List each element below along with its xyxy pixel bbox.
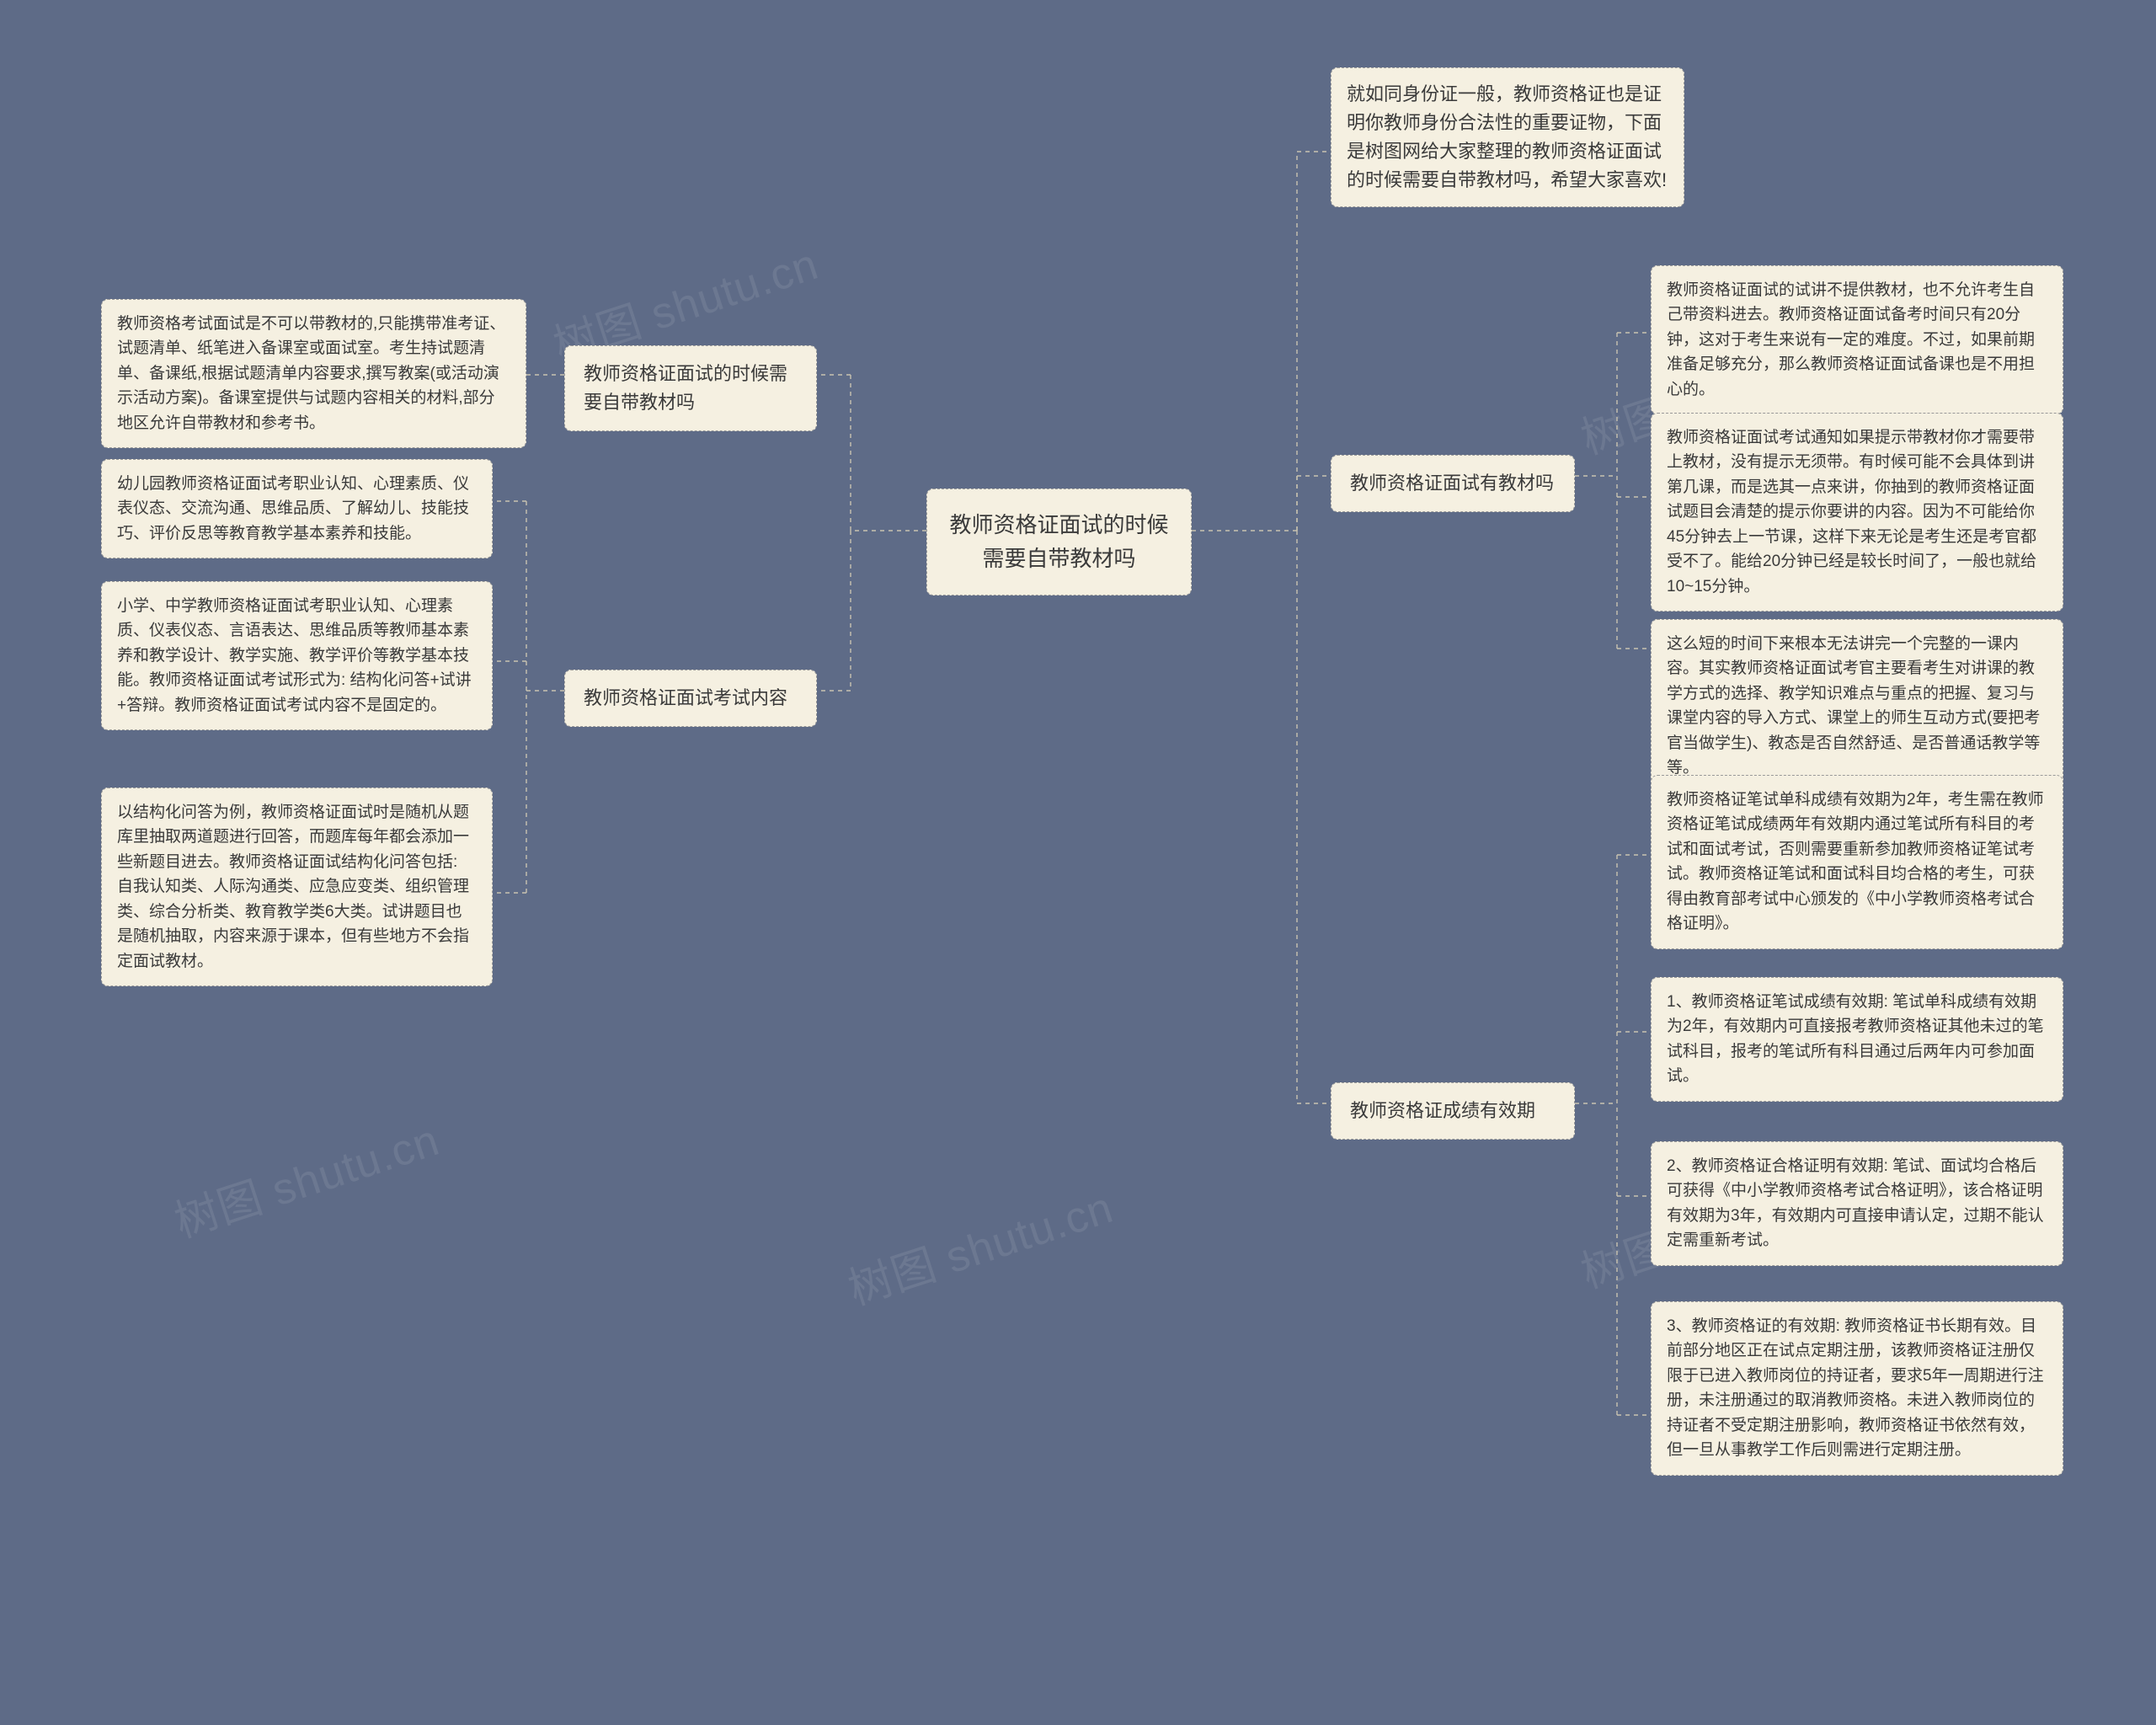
leaf-validity-2: 2、教师资格证合格证明有效期: 笔试、面试均合格后可获得《中小学教师资格考试合格… <box>1651 1141 2063 1266</box>
leaf-exam-content-2: 以结构化问答为例，教师资格证面试时是随机从题库里抽取两道题进行回答，而题库每年都… <box>101 788 493 986</box>
branch-validity: 教师资格证成绩有效期 <box>1331 1082 1575 1140</box>
mindmap-canvas: 树图 shutu.cn 树图 shutu.cn 树图 shutu.cn 树图 s… <box>0 0 2156 1725</box>
intro-leaf: 就如同身份证一般，教师资格证也是证明你教师身份合法性的重要证物，下面是树图网给大… <box>1331 67 1684 207</box>
leaf-need-material-0: 教师资格考试面试是不可以带教材的,只能携带准考证、试题清单、纸笔进入备课室或面试… <box>101 299 526 448</box>
leaf-validity-1: 1、教师资格证笔试成绩有效期: 笔试单科成绩有效期为2年，有效期内可直接报考教师… <box>1651 977 2063 1102</box>
branch-need-material: 教师资格证面试的时候需要自带教材吗 <box>564 345 817 431</box>
leaf-has-material-2: 这么短的时间下来根本无法讲完一个完整的一课内容。其实教师资格证面试考官主要看考生… <box>1651 619 2063 793</box>
watermark: 树图 shutu.cn <box>839 1172 1119 1316</box>
watermark: 树图 shutu.cn <box>165 1104 446 1249</box>
leaf-exam-content-0: 幼儿园教师资格证面试考职业认知、心理素质、仪表仪态、交流沟通、思维品质、了解幼儿… <box>101 459 493 558</box>
leaf-validity-0: 教师资格证笔试单科成绩有效期为2年，考生需在教师资格证笔试成绩两年有效期内通过笔… <box>1651 775 2063 949</box>
branch-has-material: 教师资格证面试有教材吗 <box>1331 455 1575 512</box>
leaf-has-material-1: 教师资格证面试考试通知如果提示带教材你才需要带上教材，没有提示无须带。有时候可能… <box>1651 413 2063 611</box>
branch-exam-content: 教师资格证面试考试内容 <box>564 670 817 727</box>
leaf-validity-3: 3、教师资格证的有效期: 教师资格证书长期有效。目前部分地区正在试点定期注册，该… <box>1651 1301 2063 1476</box>
leaf-exam-content-1: 小学、中学教师资格证面试考职业认知、心理素质、仪表仪态、言语表达、思维品质等教师… <box>101 581 493 730</box>
center-node: 教师资格证面试的时候需要自带教材吗 <box>926 489 1192 595</box>
leaf-has-material-0: 教师资格证面试的试讲不提供教材，也不允许考生自己带资料进去。教师资格证面试备考时… <box>1651 265 2063 414</box>
